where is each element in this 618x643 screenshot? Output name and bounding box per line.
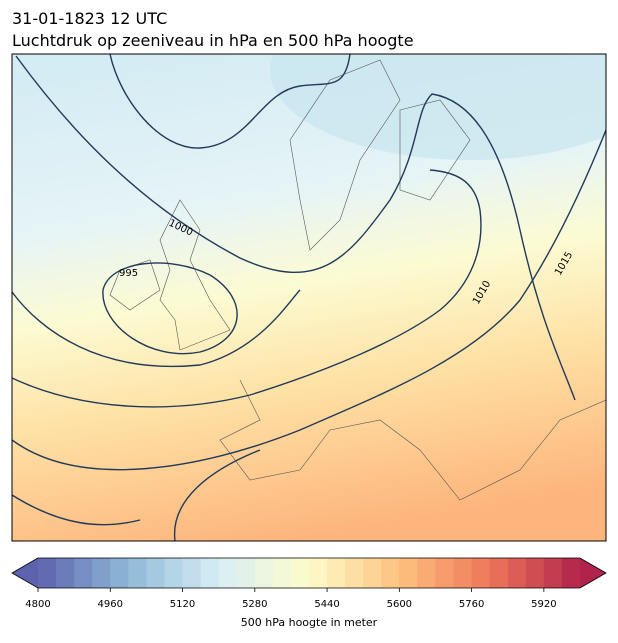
isobar [109,54,351,149]
colorbar-bin [543,558,563,588]
colorbar-tick-label: 4960 [98,599,123,610]
colorbar-tick-label: 5120 [170,599,195,610]
colorbar-bin [345,558,364,588]
colorbar-bin [417,558,436,588]
colorbar-bin [164,558,184,588]
isobar [12,129,606,471]
isobar [12,494,141,526]
isobar [15,55,576,401]
colorbar-bin [74,558,93,588]
isobar [12,289,301,367]
colorbar-label: 500 hPa hoogte in meter [241,616,378,629]
colorbar-bin [218,558,238,588]
isobar [173,449,261,541]
colorbar-tick-label: 5600 [387,599,412,610]
colorbar-bin [507,558,527,588]
colorbar-bin [254,558,274,588]
colorbar-bin [435,558,455,588]
colorbar-bin [471,558,491,588]
colorbar-bin [110,558,129,588]
colorbar-bin [399,558,418,588]
colorbar-bin [272,558,292,588]
colorbar-bin [200,558,220,588]
title-line-2: Luchtdruk op zeeniveau in hPa en 500 hPa… [12,31,414,50]
colorbar-bin [290,558,310,588]
coastline [219,379,606,501]
colorbar-extend-high [580,558,606,588]
height-field-low [270,54,606,160]
colorbar-bin [453,558,473,588]
colorbar-bin [92,558,111,588]
colorbar-tick-label: 4800 [25,599,50,610]
colorbar-tick-label: 5760 [459,599,484,610]
colorbar-bin [489,558,509,588]
title-line-1: 31-01-1823 12 UTC [12,9,167,28]
isobar-label: 995 [119,268,138,279]
coastline [159,199,231,351]
colorbar-bin [146,558,165,588]
coastline [109,259,161,311]
colorbar-bin [309,558,328,588]
coastline [289,59,401,251]
colorbar-bin [236,558,256,588]
colorbar-bin [381,558,400,588]
colorbar-bin [182,558,202,588]
isobar [12,169,482,408]
colorbar-tick-label: 5440 [314,599,339,610]
map-frame [11,53,607,542]
colorbar: 4800 4960 5120 5280 5440 5600 5760 5920 [11,557,607,610]
colorbar-bin [525,558,545,588]
colorbar-bin [38,558,57,588]
colorbar-bin [327,558,346,588]
colorbar-bin [56,558,75,588]
coastline [399,99,471,201]
colorbar-bin [363,558,382,588]
colorbar-tick-label: 5920 [531,599,556,610]
map: 1000 995 1010 1015 [12,54,606,541]
colorbar-outline [11,557,607,589]
isobar [102,262,238,355]
colorbar-bin [561,558,581,588]
colorbar-tick-label: 5280 [242,599,267,610]
colorbar-bin [128,558,147,588]
colorbar-extend-low [12,558,38,588]
